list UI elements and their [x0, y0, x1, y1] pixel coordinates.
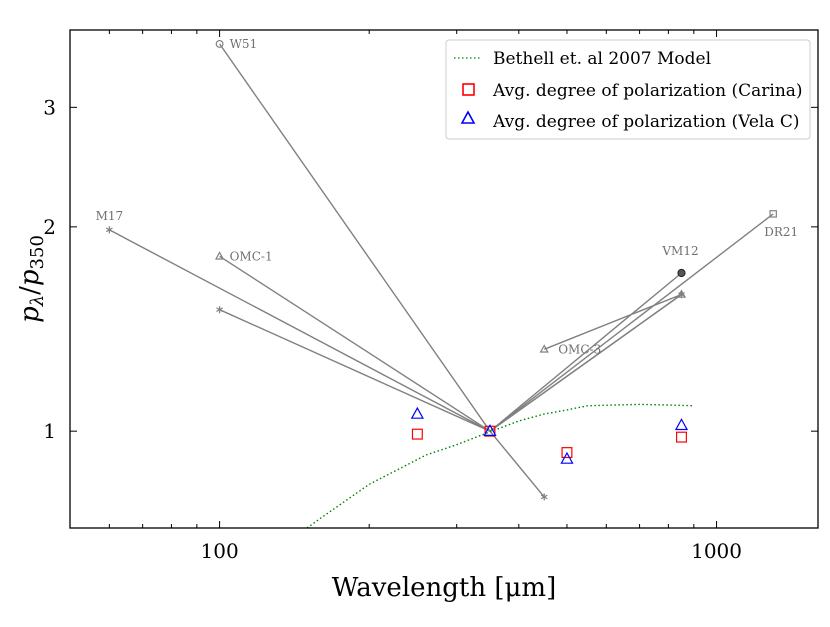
x-axis-label: Wavelength [μm] [332, 573, 556, 603]
source-line-m17 [108, 229, 545, 498]
y-tick-label-2: 2 [43, 215, 56, 239]
source-line-w51 [219, 43, 491, 432]
y-axis-label: pλ/p350 [15, 235, 48, 323]
plot-frame [69, 29, 819, 529]
source-marker-vm12-0 [677, 268, 686, 278]
legend-carina-label: Avg. degree of polarization (Carina) [492, 81, 803, 101]
y-label-sep: / [15, 286, 45, 295]
source-line-omc-1 [219, 255, 491, 432]
source-line-unlabeled-3 [219, 309, 491, 432]
y-tick-label-3: 3 [43, 95, 56, 119]
source-label-w51: W51 [230, 37, 258, 51]
carina-marker-850 [675, 431, 687, 443]
x-tick-label-1000: 1000 [691, 539, 742, 563]
y-tick-label-1: 1 [43, 419, 56, 443]
source-marker-m17-2 [540, 493, 548, 501]
source-label-m17: M17 [96, 209, 124, 223]
source-line-dr21 [489, 213, 774, 432]
source-marker-m17-0 [105, 226, 113, 234]
model-curve-group [306, 403, 694, 528]
source-marker-unlabeled-3-0 [216, 306, 224, 314]
carina-marker-500 [561, 447, 573, 459]
source-marker-w51-0 [215, 39, 224, 48]
model-curve-line [306, 403, 694, 528]
velac-marker-500 [560, 451, 574, 464]
legend-velac-swatch [460, 110, 476, 124]
y-label-p1: p [15, 306, 45, 323]
y-label-p2: p [15, 269, 45, 286]
source-line-unlabeled-7 [489, 293, 682, 432]
legend-model-label: Bethell et. al 2007 Model [493, 49, 711, 69]
velac-marker-350 [483, 423, 497, 436]
data-markers-group [105, 39, 777, 501]
legend-box [445, 39, 811, 140]
y-label-sub2: 350 [27, 235, 48, 269]
legend-velac-label: Avg. degree of polarization (Vela C) [492, 112, 800, 132]
x-tick-label-100: 100 [201, 539, 239, 563]
carina-marker-250 [411, 428, 423, 440]
y-label-sub1: λ [27, 295, 48, 307]
velac-marker-250 [410, 406, 424, 419]
source-label-dr21: DR21 [764, 225, 798, 239]
source-line-vm12 [489, 272, 682, 432]
source-label-vm12: VM12 [661, 244, 698, 258]
source-label-omc-1: OMC-1 [230, 249, 273, 263]
legend: Bethell et. al 2007 Model Avg. degree of… [445, 39, 811, 140]
source-marker-omc-3-0 [539, 344, 549, 353]
source-marker-omc-1-0 [214, 251, 225, 260]
legend-carina-swatch [462, 83, 475, 96]
axis-ticks-group: 100 1000 1 2 3 [43, 30, 818, 563]
source-label-omc-3: OMC-3 [558, 342, 601, 356]
source-marker-dr21-0 [769, 210, 777, 218]
source-marker-unlabeled-7-0 [678, 290, 685, 299]
source-lines-group [108, 43, 774, 498]
velac-marker-850 [674, 418, 689, 431]
source-labels-group: W51 M17 OMC-1 DR21 VM12 OMC-3 [96, 37, 799, 356]
